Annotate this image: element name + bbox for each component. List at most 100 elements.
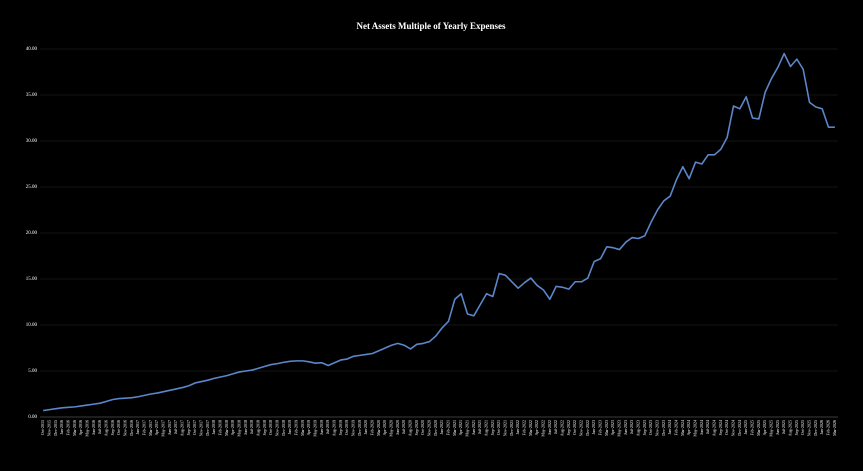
x-tick-label: May-2021	[464, 420, 469, 437]
x-tick-label: Mar-2024	[680, 420, 685, 436]
x-tick-label: Dec-2017	[205, 420, 210, 436]
x-tick-label: Feb-2017	[141, 420, 146, 435]
x-tick-label: Jul-2021	[477, 420, 482, 434]
x-tick-label: Sep-2021	[490, 420, 495, 435]
x-tick-label: Sep-2025	[794, 420, 799, 435]
x-tick-label: Aug-2019	[331, 420, 336, 436]
x-tick-label: Nov-2019	[350, 420, 355, 436]
x-tick-label: Feb-2023	[597, 420, 602, 435]
x-tick-label: Dec-2018	[281, 420, 286, 436]
y-tick-label: 30.00	[26, 139, 38, 144]
x-tick-label: Oct-2020	[420, 420, 425, 435]
x-tick-label: Aug-2017	[179, 420, 184, 436]
x-tick-label: Apr-2025	[762, 420, 767, 435]
x-tick-label: Jun-2023	[623, 420, 628, 435]
x-tick-label: Oct-2024	[724, 420, 729, 435]
x-tick-label: May-2016	[84, 420, 89, 437]
x-tick-label: Jul-2022	[553, 420, 558, 434]
x-tick-label: Jan-2018	[211, 420, 216, 435]
x-tick-label: Nov-2016	[122, 420, 127, 436]
x-tick-label: Mar-2021	[452, 420, 457, 436]
x-tick-label: Oct-2022	[572, 420, 577, 435]
x-tick-label: Sep-2018	[262, 420, 267, 435]
y-tick-label: 20.00	[26, 231, 38, 236]
y-tick-label: 40.00	[26, 47, 38, 52]
x-tick-label: Feb-2024	[673, 420, 678, 435]
x-tick-label: Dec-2020	[433, 420, 438, 436]
x-tick-label: Apr-2019	[306, 420, 311, 435]
x-tick-label: Jul-2023	[629, 420, 634, 434]
x-tick-label: Mar-2018	[224, 420, 229, 436]
x-tick-label: Jan-2022	[515, 420, 520, 435]
x-tick-label: Feb-2018	[217, 420, 222, 435]
x-tick-label: Oct-2018	[268, 420, 273, 435]
x-tick-label: Oct-2021	[496, 420, 501, 435]
x-tick-label: Mar-2023	[604, 420, 609, 436]
x-tick-label: Jul-2018	[249, 420, 254, 434]
x-tick-label: Sep-2019	[338, 420, 343, 435]
x-tick-label: Apr-2024	[686, 420, 691, 435]
x-tick-label: Dec-2022	[585, 420, 590, 436]
x-tick-label: Jun-2021	[471, 420, 476, 435]
x-tick-label: Jan-2023	[591, 420, 596, 435]
y-tick-label: 5.00	[28, 369, 37, 374]
x-tick-label: Sep-2022	[566, 420, 571, 435]
x-tick-label: May-2018	[236, 420, 241, 437]
x-tick-label: Mar-2016	[72, 420, 77, 436]
x-tick-label: Jul-2016	[97, 420, 102, 434]
y-tick-label: 10.00	[26, 323, 38, 328]
x-tick-label: Sep-2023	[642, 420, 647, 435]
x-tick-label: Jul-2020	[401, 420, 406, 434]
x-tick-label: Feb-2019	[293, 420, 298, 435]
x-tick-label: Mar-2026	[832, 420, 837, 436]
x-tick-label: Dec-2024	[737, 420, 742, 436]
x-tick-label: Mar-2020	[376, 420, 381, 436]
x-tick-label: Jan-2016	[59, 420, 64, 435]
x-tick-label: Oct-2023	[648, 420, 653, 435]
x-tick-label: Dec-2021	[509, 420, 514, 436]
y-tick-label: 0.00	[28, 415, 37, 420]
x-tick-label: Nov-2020	[426, 420, 431, 436]
x-tick-label: Oct-2017	[192, 420, 197, 435]
x-tick-label: Aug-2023	[635, 420, 640, 436]
x-tick-label: Mar-2025	[756, 420, 761, 436]
x-tick-label: Sep-2017	[186, 420, 191, 435]
x-tick-label: Nov-2018	[274, 420, 279, 436]
x-tick-label: Sep-2024	[718, 420, 723, 435]
x-tick-label: Nov-2023	[654, 420, 659, 436]
x-tick-label: Jun-2020	[395, 420, 400, 435]
x-tick-label: Aug-2021	[483, 420, 488, 436]
x-tick-label: Mar-2022	[528, 420, 533, 436]
x-tick-label: Nov-2015	[46, 420, 51, 436]
x-tick-label: Mar-2017	[148, 420, 153, 436]
x-tick-label: May-2024	[692, 420, 697, 437]
x-tick-label: Sep-2020	[414, 420, 419, 435]
x-tick-label: Nov-2021	[502, 420, 507, 436]
x-tick-label: Jan-2025	[743, 420, 748, 435]
x-tick-label: Apr-2018	[230, 420, 235, 435]
x-tick-label: Jul-2019	[325, 420, 330, 434]
x-tick-label: Oct-2025	[800, 420, 805, 435]
x-tick-label: May-2019	[312, 420, 317, 437]
x-tick-label: May-2020	[388, 420, 393, 437]
y-tick-label: 15.00	[26, 277, 38, 282]
x-tick-label: Dec-2019	[357, 420, 362, 436]
x-tick-label: Jun-2025	[775, 420, 780, 435]
x-tick-label: Jun-2018	[243, 420, 248, 435]
y-tick-label: 25.00	[26, 185, 38, 190]
x-tick-label: Nov-2022	[578, 420, 583, 436]
chart-title: Net Assets Multiple of Yearly Expenses	[357, 21, 506, 31]
x-tick-label: May-2025	[768, 420, 773, 437]
x-tick-label: Jan-2021	[439, 420, 444, 435]
x-tick-label: Dec-2023	[661, 420, 666, 436]
x-tick-label: Apr-2017	[154, 420, 159, 435]
x-tick-label: Feb-2026	[825, 420, 830, 435]
x-tick-label: Jan-2026	[819, 420, 824, 435]
data-line	[43, 52, 835, 412]
y-tick-label: 35.00	[26, 93, 38, 98]
x-tick-label: Jul-2024	[705, 420, 710, 434]
x-tick-label: Aug-2024	[711, 420, 716, 436]
